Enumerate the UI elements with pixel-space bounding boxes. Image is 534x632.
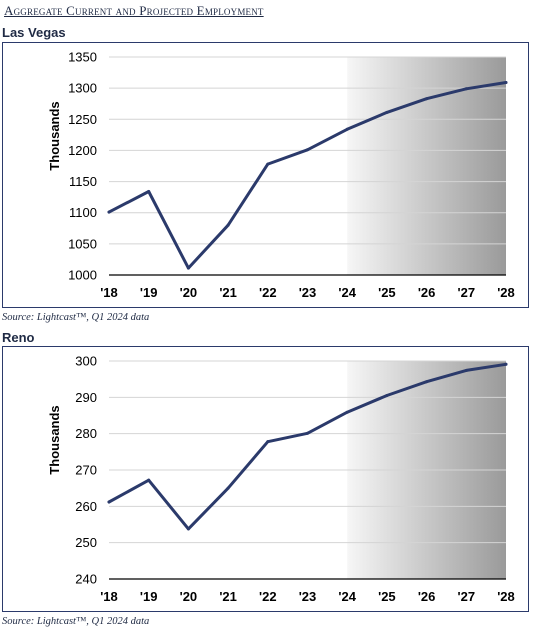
x-tick-label: '23 (299, 589, 317, 604)
data-point (385, 394, 389, 398)
y-tick-label: 1350 (68, 50, 97, 65)
y-tick-label: 280 (75, 426, 97, 441)
x-tick-label: '27 (458, 285, 476, 300)
x-tick-label: '21 (219, 589, 237, 604)
x-tick-label: '21 (219, 285, 237, 300)
source-note-las-vegas: Source: Lightcast™, Q1 2024 data (2, 312, 150, 323)
data-point (425, 380, 429, 384)
y-tick-label: 1000 (68, 268, 97, 283)
x-tick-label: '26 (418, 285, 436, 300)
data-point (107, 210, 111, 214)
chart-las-vegas: 1000 1050 1100 1150 1200 1250 1300 1350 Thousand… (2, 42, 529, 308)
data-point (186, 266, 190, 270)
x-tick-label: '25 (378, 285, 396, 300)
y-tick-label: 1250 (68, 112, 97, 127)
data-point (306, 148, 309, 152)
data-point (504, 362, 508, 366)
data-point (504, 81, 508, 85)
data-point (464, 368, 468, 372)
chart-reno: 240 250 260 270 280 290 300 Thousands '18 '19 '20 '… (2, 346, 529, 612)
y-tick-label: 1100 (69, 205, 97, 220)
x-tick-label: '24 (338, 589, 356, 604)
x-tick-label: '26 (418, 589, 436, 604)
page-title: Aggregate Current and Projected Employme… (4, 3, 264, 18)
region-label-las-vegas: Las Vegas (2, 25, 66, 40)
x-tick-label: '20 (180, 589, 198, 604)
y-tick-label: 290 (75, 390, 97, 405)
x-tick-label: '22 (259, 589, 277, 604)
data-point (226, 486, 230, 490)
region-label-reno: Reno (2, 330, 35, 345)
data-point (266, 162, 270, 166)
x-tick-label: '24 (338, 285, 356, 300)
x-tick-label: '22 (259, 285, 277, 300)
x-tick-label: '18 (100, 285, 118, 300)
y-tick-label: 1300 (68, 81, 97, 96)
source-note-reno: Source: Lightcast™, Q1 2024 data (2, 616, 150, 627)
data-point (147, 478, 151, 482)
data-point (306, 431, 309, 435)
data-point (464, 87, 468, 91)
x-tick-label: '25 (378, 589, 396, 604)
y-axis-label: Thousands (47, 405, 62, 474)
x-tick-label: '18 (100, 589, 118, 604)
y-tick-label: 250 (75, 535, 97, 550)
y-tick-label: 260 (75, 499, 97, 514)
x-tick-label: '19 (140, 589, 158, 604)
data-point (345, 127, 349, 131)
x-tick-label: '27 (458, 589, 476, 604)
data-point (147, 190, 151, 194)
data-point (186, 527, 190, 531)
y-tick-label: 240 (75, 572, 97, 587)
data-point (385, 110, 389, 114)
projection-shading (347, 57, 506, 275)
y-tick-label: 1150 (69, 174, 97, 189)
y-tick-label: 1050 (68, 236, 97, 251)
x-tick-label: '20 (180, 285, 198, 300)
data-point (345, 410, 349, 414)
chart-svg-reno: 240 250 260 270 280 290 300 Thousands '18 '19 '20 '… (47, 354, 515, 605)
data-point (107, 500, 111, 504)
data-point (266, 440, 270, 444)
y-axis-label: Thousands (47, 101, 62, 170)
chart-svg-las-vegas: 1000 1050 1100 1150 1200 1250 1300 1350 Thousand… (47, 50, 515, 301)
x-tick-label: '19 (140, 285, 158, 300)
y-tick-label: 270 (75, 463, 97, 478)
y-tick-label: 300 (75, 354, 97, 369)
x-tick-label: '23 (299, 285, 317, 300)
x-tick-label: '28 (497, 285, 515, 300)
x-tick-label: '28 (497, 589, 515, 604)
y-tick-label: 1200 (68, 143, 97, 158)
data-point (226, 223, 230, 227)
data-point (425, 97, 429, 101)
